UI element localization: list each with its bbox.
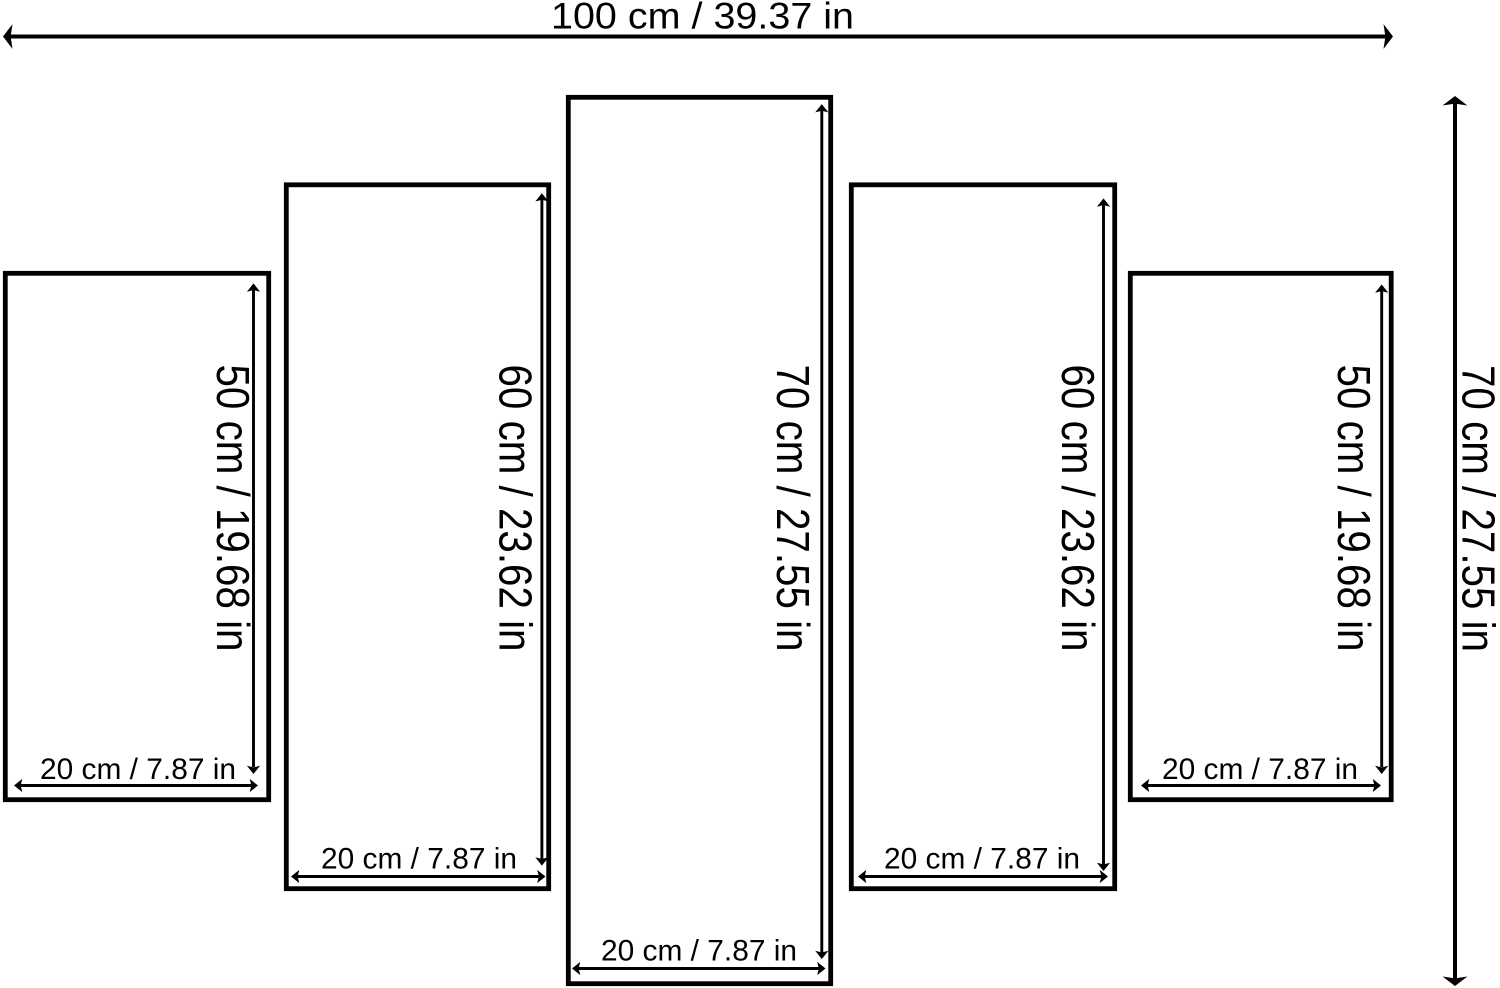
svg-text:20 cm / 7.87 in: 20 cm / 7.87 in <box>321 843 517 876</box>
svg-text:20 cm / 7.87 in: 20 cm / 7.87 in <box>1162 753 1358 786</box>
svg-text:20 cm / 7.87 in: 20 cm / 7.87 in <box>40 753 236 786</box>
svg-text:50 cm / 19.68 in: 50 cm / 19.68 in <box>207 365 259 652</box>
svg-text:50 cm / 19.68 in: 50 cm / 19.68 in <box>1328 365 1380 652</box>
svg-text:60 cm / 23.62 in: 60 cm / 23.62 in <box>1052 365 1104 652</box>
svg-text:60 cm / 23.62 in: 60 cm / 23.62 in <box>490 365 542 652</box>
svg-text:70 cm / 27.55 in: 70 cm / 27.55 in <box>1452 365 1500 652</box>
svg-text:20 cm / 7.87 in: 20 cm / 7.87 in <box>601 935 797 968</box>
svg-text:20 cm / 7.87 in: 20 cm / 7.87 in <box>884 843 1080 876</box>
svg-text:70 cm / 27.55 in: 70 cm / 27.55 in <box>767 365 819 652</box>
svg-text:100 cm / 39.37 in: 100 cm / 39.37 in <box>551 0 854 37</box>
